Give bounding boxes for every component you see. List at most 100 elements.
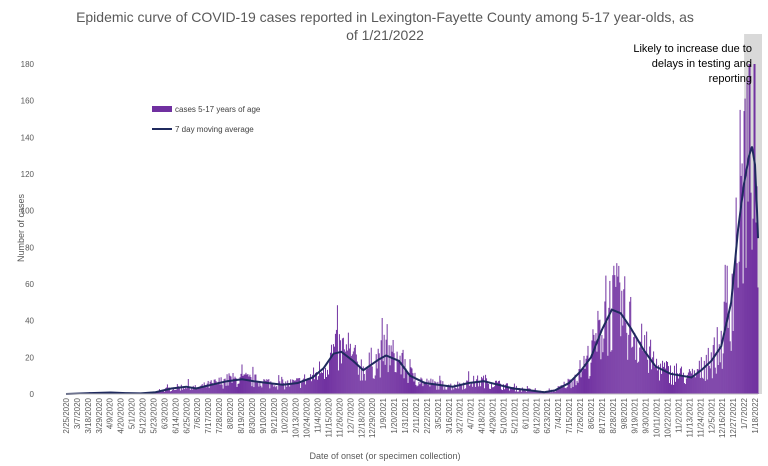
case-bar [540, 392, 542, 394]
case-bar [682, 372, 684, 394]
case-bar [217, 381, 219, 394]
case-bar [496, 380, 498, 394]
x-tick-label: 6/23/2021 [543, 397, 552, 433]
case-bar [467, 380, 469, 394]
case-bar [709, 368, 711, 394]
case-bar [430, 378, 432, 394]
case-bar [290, 379, 292, 394]
case-bar [364, 380, 366, 394]
case-bar [502, 384, 504, 394]
case-bar [537, 391, 539, 394]
case-bar [291, 383, 293, 394]
case-bar [640, 341, 642, 394]
case-bar [583, 355, 585, 394]
case-bar [498, 381, 499, 394]
case-bar [181, 389, 183, 394]
case-bar [197, 387, 199, 394]
case-bar [316, 372, 318, 394]
case-bar [675, 363, 677, 394]
case-bar [577, 382, 579, 394]
case-bar [447, 387, 449, 394]
case-bar [678, 373, 680, 394]
case-bar [172, 387, 174, 394]
case-bar [403, 378, 405, 394]
x-tick-label: 11/13/2021 [685, 397, 694, 437]
case-bar [301, 382, 303, 394]
case-bar [602, 352, 604, 394]
case-bar [695, 372, 697, 394]
case-bar [566, 387, 568, 394]
case-bar [303, 378, 305, 394]
case-bar [624, 276, 626, 394]
case-bar [703, 360, 705, 394]
case-bar [375, 354, 377, 394]
case-bar [568, 379, 570, 394]
case-bar [636, 336, 638, 394]
case-bar [196, 389, 198, 394]
y-tick-label: 160 [21, 97, 35, 106]
x-tick-label: 5/21/2021 [510, 397, 519, 433]
case-bar [626, 332, 628, 394]
case-bar [391, 351, 393, 394]
case-bar [287, 380, 289, 394]
case-bar [594, 341, 596, 394]
case-bar [395, 372, 397, 394]
case-bar [428, 380, 430, 394]
case-bar [524, 390, 526, 394]
case-bar [735, 197, 737, 394]
case-bar [221, 384, 223, 394]
case-bar [586, 355, 588, 394]
case-bar [348, 348, 350, 394]
case-bar [490, 388, 492, 394]
case-bar [627, 359, 629, 394]
case-bar [239, 377, 241, 394]
x-tick-label: 5/10/2021 [500, 397, 509, 433]
case-bar [625, 322, 627, 394]
case-bar [232, 372, 234, 394]
case-bar [518, 388, 520, 394]
case-bar [192, 385, 194, 394]
case-bar [247, 374, 249, 394]
x-tick-label: 1/9/2021 [379, 397, 388, 429]
case-bar [536, 391, 538, 394]
x-tick-label: 6/14/2020 [171, 397, 180, 433]
case-bar [652, 357, 654, 394]
case-bar [311, 381, 313, 394]
case-bar [617, 276, 619, 394]
x-tick-label: 2/25/2020 [62, 397, 71, 433]
x-tick-label: 3/5/2021 [434, 397, 443, 429]
case-bar [746, 76, 748, 395]
case-bar [712, 345, 714, 394]
case-bar [254, 374, 256, 394]
x-tick-label: 7/26/2021 [576, 397, 585, 433]
case-bar [470, 384, 472, 394]
case-bar [486, 378, 488, 394]
case-bar [667, 362, 669, 394]
case-bar [747, 201, 749, 394]
x-tick-label: 5/1/2020 [128, 397, 137, 429]
case-bar [358, 367, 360, 394]
case-bar [313, 367, 315, 394]
case-bar [211, 382, 213, 394]
case-bar [263, 379, 265, 394]
case-bar [243, 374, 245, 394]
case-bar [658, 365, 660, 394]
case-bar [382, 361, 384, 394]
case-bar [354, 344, 356, 394]
case-bar [199, 386, 201, 394]
y-tick-label: 140 [21, 133, 35, 142]
x-tick-label: 11/2/2021 [675, 397, 684, 433]
case-bar [473, 375, 475, 394]
case-bar [212, 383, 214, 394]
case-bar [360, 359, 362, 394]
case-bar [398, 362, 400, 394]
case-bar [710, 352, 712, 394]
case-bar [580, 377, 582, 394]
case-bar [359, 380, 361, 394]
case-bar [715, 373, 717, 394]
case-bar [551, 392, 553, 394]
case-bar [679, 368, 681, 394]
case-bar [347, 332, 349, 394]
case-bar [246, 374, 248, 394]
case-bar [558, 386, 560, 394]
